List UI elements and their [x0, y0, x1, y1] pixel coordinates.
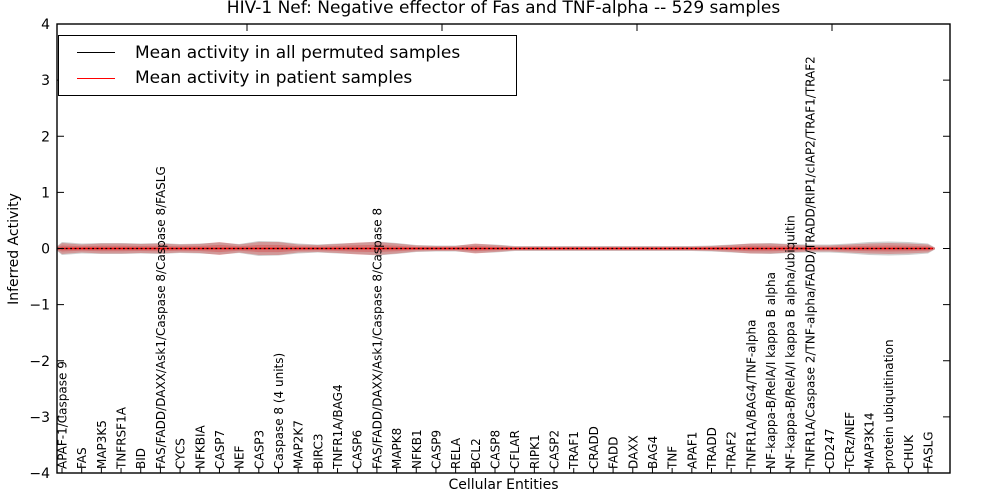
x-tick-label: TCRz/NEF: [843, 412, 857, 470]
y-tick-label: 2: [41, 129, 50, 145]
x-tick-label: TNFR1A/Caspase 2/TNF-alpha/FADD/TRADD/RI…: [803, 56, 817, 470]
y-tick-label: 0: [41, 242, 50, 258]
x-tick-label: MAP3K14: [862, 412, 876, 469]
y-tick-label: 4: [41, 17, 50, 33]
legend: Mean activity in all permuted samples Me…: [58, 35, 517, 96]
x-tick-label: BID: [134, 448, 148, 469]
y-tick-label: −3: [29, 410, 50, 426]
legend-label-patient: Mean activity in patient samples: [135, 68, 413, 89]
x-tick-label: APAF-1/Caspase 9: [56, 361, 70, 469]
x-tick-label: BAG4: [646, 436, 660, 469]
x-tick-label: CASP6: [351, 430, 365, 469]
x-tick-label: CASP2: [548, 430, 562, 469]
x-tick-label: NFKB1: [410, 429, 424, 469]
legend-label-permuted: Mean activity in all permuted samples: [135, 42, 461, 63]
x-tick-label: TNF: [666, 446, 680, 470]
y-tick-label: −2: [29, 354, 50, 370]
x-tick-label: FAS/FADD/DAXX/Ask1/Caspase 8/Caspase 8/F…: [154, 166, 168, 469]
x-tick-label: TNFR1A/BAG4: [331, 384, 345, 470]
x-tick-label: NFKBIA: [193, 424, 207, 469]
x-tick-label: TRADD: [705, 427, 719, 470]
x-tick-label: NF-kappa-B/RelA/I kappa B alpha/ubiquiti…: [784, 215, 798, 469]
x-axis-label: Cellular Entities: [448, 477, 559, 493]
permuted-line-swatch: [77, 52, 115, 54]
x-tick-label: FASLG: [922, 431, 936, 469]
x-tick-label: MAP2K7: [292, 420, 306, 469]
chart-title: HIV-1 Nef: Negative effector of Fas and …: [226, 0, 781, 18]
x-tick-label: CASP7: [213, 430, 227, 469]
x-tick-label: MAPK8: [390, 428, 404, 469]
x-tick-label: MAP3K5: [95, 420, 109, 469]
x-tick-label: FAS/FADD/DAXX/Ask1/Caspase 8/Caspase 8: [370, 208, 384, 469]
x-tick-label: RELA: [449, 437, 463, 469]
x-tick-label: TRAF2: [725, 431, 739, 470]
x-tick-label: TNFR1A/BAG4/TNF-alpha: [744, 320, 758, 470]
x-tick-label: CYCS: [174, 438, 188, 469]
x-tick-label: CHUK: [902, 434, 916, 469]
x-tick-label: TNFRSF1A: [115, 406, 129, 470]
x-tick-label: CFLAR: [508, 430, 522, 469]
x-tick-label: Caspase 8 (4 units): [272, 353, 286, 469]
y-tick-label: 3: [41, 73, 50, 89]
legend-item-patient: Mean activity in patient samples: [69, 66, 506, 92]
legend-item-permuted: Mean activity in all permuted samples: [69, 40, 506, 66]
x-tick-label: RIPK1: [528, 434, 542, 469]
x-tick-label: NEF: [233, 445, 247, 469]
patient-line-swatch: [77, 77, 115, 79]
x-tick-label: NF-kappa-B/RelA/I kappa B alpha: [764, 272, 778, 469]
x-tick-label: DAXX: [626, 435, 640, 469]
x-tick-label: CASP3: [252, 430, 266, 469]
x-tick-label: FAS: [75, 447, 89, 469]
y-axis-label: Inferred Activity: [6, 193, 22, 305]
x-tick-label: protein ubiquitination: [882, 339, 896, 469]
x-tick-label: CASP8: [489, 430, 503, 469]
x-tick-label: BIRC3: [311, 433, 325, 469]
x-tick-label: CASP9: [429, 430, 443, 469]
y-tick-label: 1: [41, 185, 50, 201]
x-tick-label: APAF1: [685, 432, 699, 469]
x-tick-label: CD247: [823, 428, 837, 469]
y-tick-label: −4: [29, 466, 50, 482]
x-tick-label: CRADD: [587, 426, 601, 469]
x-tick-label: BCL2: [469, 438, 483, 469]
x-tick-label: FADD: [607, 437, 621, 470]
x-tick-label: TRAF1: [567, 431, 581, 470]
y-tick-label: −1: [29, 298, 50, 314]
